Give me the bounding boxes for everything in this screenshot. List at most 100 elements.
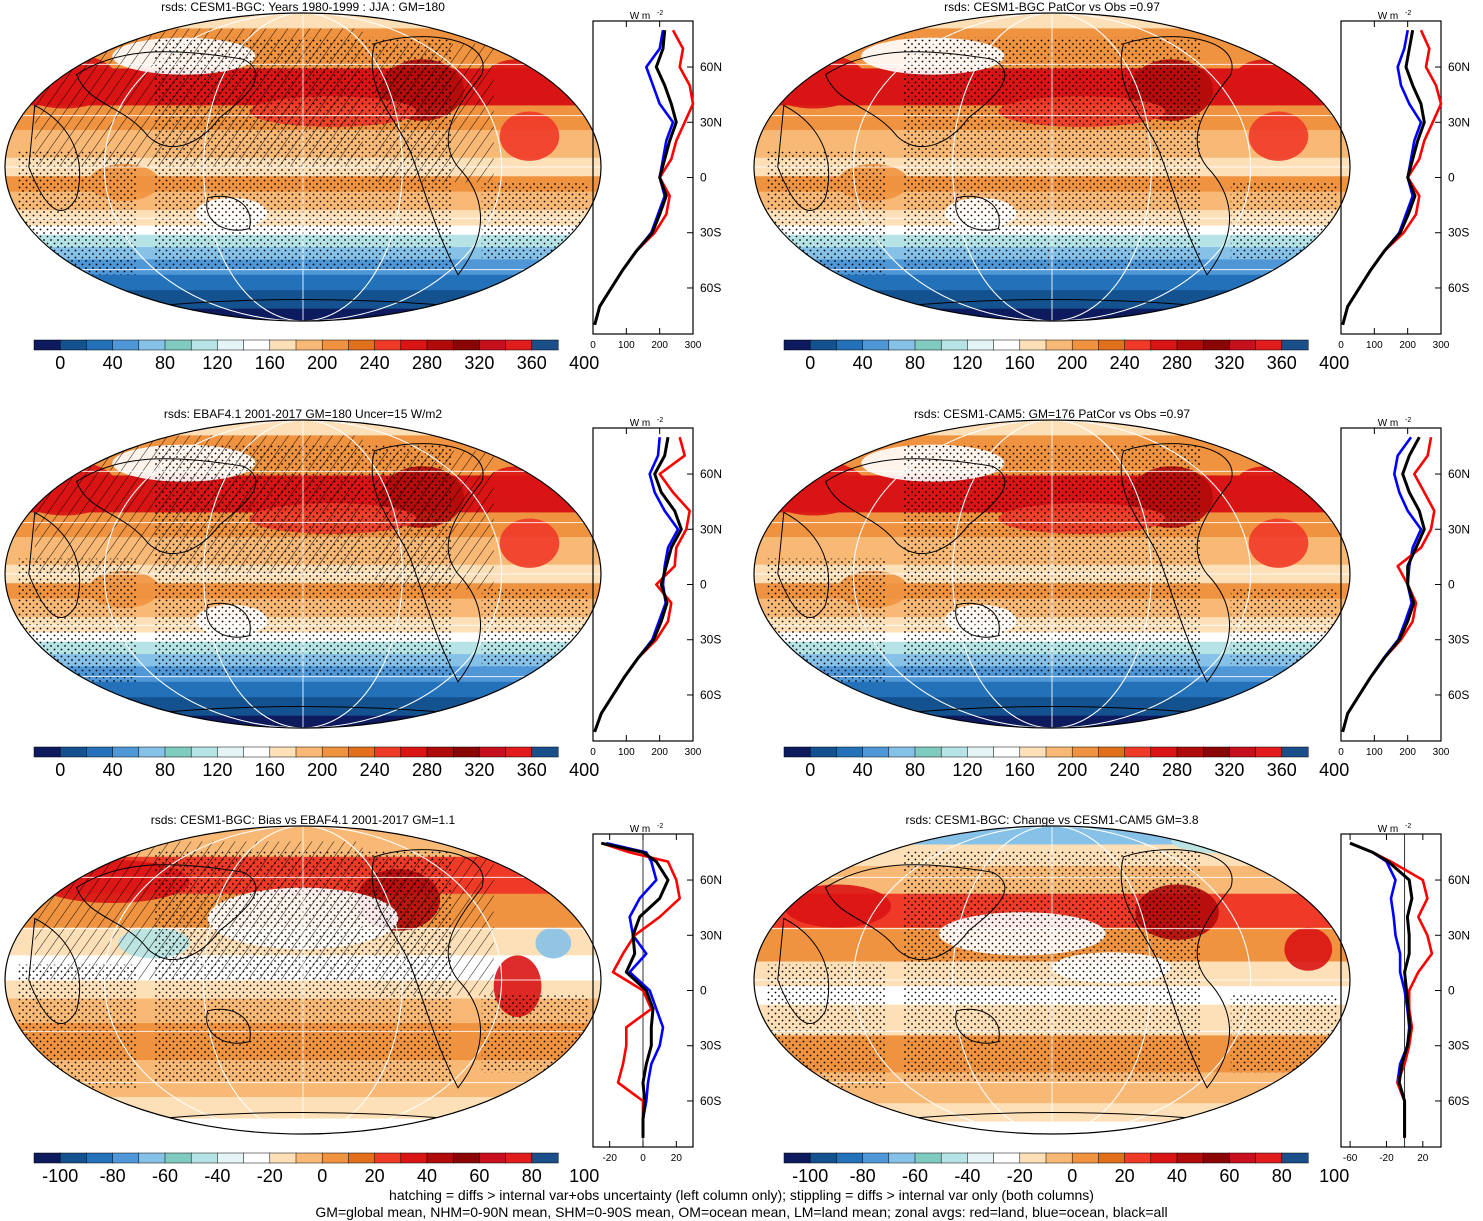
coastline [873,1112,1231,1123]
colorbar-swatch [1019,339,1047,351]
profile-x-tick-label: 0 [640,1153,646,1164]
colorbar-tick-label: 60 [469,1166,489,1186]
coastline [955,602,1000,638]
coastline [955,195,1000,231]
colorbar-tick-label: 0 [805,760,815,780]
colorbar-swatch [59,746,87,758]
profile-y-tick-label: 0 [700,171,707,185]
colorbar-swatch [993,1152,1021,1164]
field-feature [1236,59,1297,90]
colorbar-5: -100 -80 -60 -40 -20 0 20 40 60 80 100 [33,1152,599,1186]
colorbar-swatch [1202,339,1230,351]
profile-x-tick-label: 200 [651,747,668,758]
colorbar-swatch [348,1152,376,1164]
colorbar-tick-label: 240 [1110,353,1140,373]
colorbar-swatch [86,1152,114,1164]
colorbar-swatch [836,746,864,758]
profile-x-tick-label: 300 [1433,340,1450,351]
map-title: rsds: CESM1-BGC: Years 1980-1999 : JJA :… [161,0,445,14]
colorbar-tick-label: 80 [155,353,175,373]
field-feature [499,518,560,568]
colorbar-swatch [1019,746,1047,758]
colorbar-swatch [164,746,192,758]
zonal-series-all [1341,29,1426,326]
coastline [371,36,484,276]
colorbar-tick-label: 320 [1214,760,1244,780]
field-feature [1171,829,1291,854]
map-panel-1: rsds: CESM1-BGC: Years 1980-1999 : JJA :… [4,0,602,322]
colorbar-swatch [862,1152,890,1164]
colorbar-swatch [1019,1152,1047,1164]
colorbar-swatch [1176,746,1204,758]
hatching-overlay [374,856,494,996]
coastline [124,299,482,310]
coastline [28,917,81,1025]
colorbar-tick-label: 360 [1267,353,1297,373]
colorbar-swatch [505,746,533,758]
colorbar-swatch [1281,746,1309,758]
colorbar-tick-label: 280 [412,353,442,373]
colorbar-swatch [86,339,114,351]
colorbar-swatch [531,339,559,351]
graticule-meridian [852,420,1252,728]
zonal-series-land [593,29,695,326]
profile-unit-superscript: -2 [1405,417,1411,424]
zonal-profile-1: W m -2 0 100 200 300 60N 30N 0 30S 60S [590,10,722,351]
stippling-overlay [765,558,886,682]
profile-y-tick-label: 60S [700,281,721,295]
colorbar-swatch [1281,1152,1309,1164]
profile-y-tick-label: 60S [700,1094,721,1108]
colorbar-swatch [914,1152,942,1164]
coastline [206,195,251,231]
colorbar-swatch [836,1152,864,1164]
colorbar-swatch [1098,1152,1126,1164]
colorbar-swatch [862,339,890,351]
coastline [873,299,1231,310]
map-title: rsds: CESM1-CAM5: GM=176 PatCor vs Obs =… [914,407,1190,421]
profile-unit-superscript: -2 [657,417,663,424]
colorbar-swatch [1255,339,1283,351]
colorbar-tick-label: 320 [464,353,494,373]
profile-unit-superscript: -2 [657,823,663,830]
colorbar-swatch [783,746,811,758]
stippling-overlay [1230,589,1339,667]
colorbar-tick-label: 240 [1110,760,1140,780]
colorbar-tick-label: 40 [417,1166,437,1186]
colorbar-swatch [940,1152,968,1164]
colorbar-swatch [426,339,454,351]
profile-unit-superscript: -2 [1405,10,1411,17]
colorbar-swatch [374,746,402,758]
profile-x-tick-label: -20 [1379,1153,1394,1164]
profile-x-tick-label: 0 [1338,340,1344,351]
colorbar-swatch [164,339,192,351]
profile-y-tick-label: 60N [1448,467,1470,481]
profile-y-tick-label: 30N [700,522,722,536]
colorbar-tick-label: 160 [255,353,285,373]
colorbar-swatch [1202,1152,1230,1164]
profile-unit-label: W m [1378,824,1399,835]
profile-y-tick-label: 60N [700,873,722,887]
colorbar-swatch [809,746,837,758]
coastline [824,864,1006,960]
footer-abbreviations-note: GM=global mean, NHM=0-90N mean, SHM=0-90… [315,1204,1168,1220]
colorbar-tick-label: 0 [1067,1166,1077,1186]
colorbar-swatch [452,1152,480,1164]
profile-y-tick-label: 30S [1448,633,1469,647]
colorbar-tick-label: 40 [853,760,873,780]
map-title: rsds: CESM1-BGC PatCor vs Obs =0.97 [944,0,1160,14]
colorbar-swatch [243,1152,271,1164]
colorbar-swatch [138,746,166,758]
colorbar-tick-label: 40 [103,760,123,780]
colorbar-swatch [33,339,61,351]
coastline [824,51,1006,147]
colorbar-tick-label: -60 [902,1166,928,1186]
profile-x-tick-label: 200 [651,340,668,351]
colorbar-swatch [190,746,218,758]
colorbar-swatch [531,746,559,758]
colorbar-swatch [59,339,87,351]
zonal-series-land [1341,436,1436,733]
colorbar-tick-label: -100 [42,1166,78,1186]
colorbar-tick-label: 280 [1162,353,1192,373]
colorbar-swatch [112,339,140,351]
field-feature [1236,466,1297,497]
